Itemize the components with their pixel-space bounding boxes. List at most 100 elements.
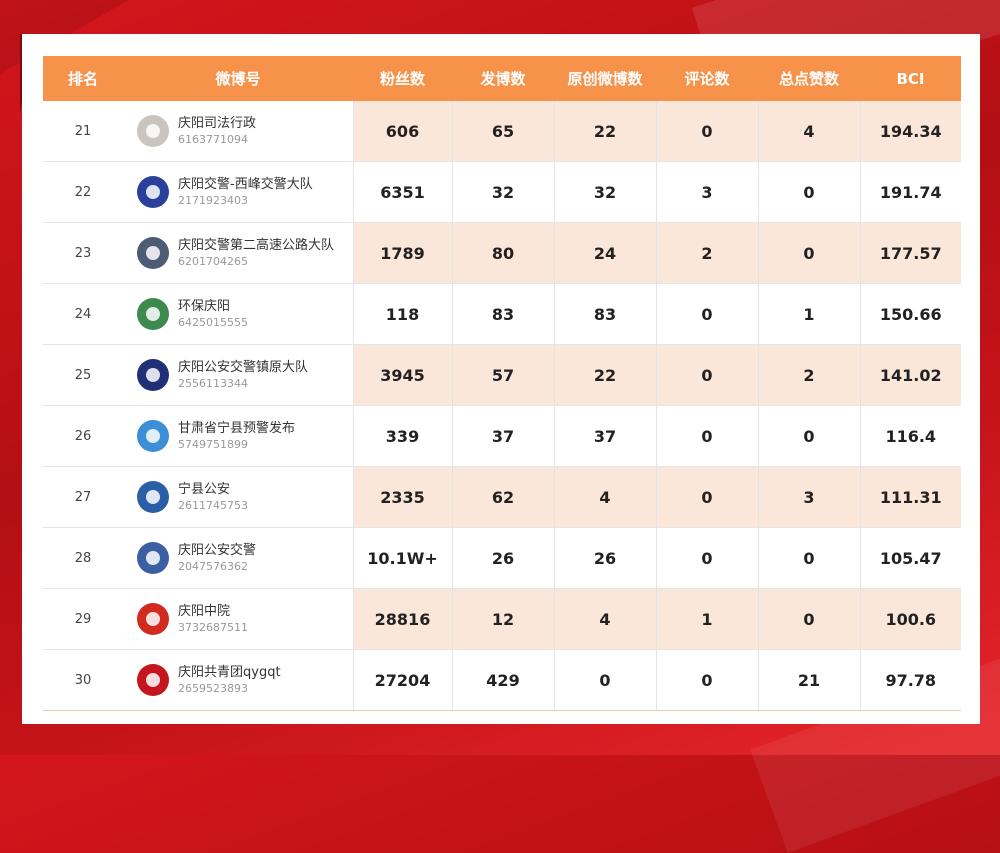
likes-cell: 2 <box>757 344 860 406</box>
rank-cell: 30 <box>43 649 123 711</box>
fans-cell: 2335 <box>352 466 452 528</box>
posts-cell: 80 <box>451 222 554 284</box>
account-info: 环保庆阳 6425015555 <box>123 298 353 331</box>
account-cell: 庆阳交警-西峰交警大队 2171923403 <box>123 161 353 223</box>
account-name[interactable]: 庆阳交警-西峰交警大队 <box>178 176 313 192</box>
likes-cell: 0 <box>757 222 860 284</box>
rank-cell: 27 <box>43 466 123 528</box>
posts-cell: 429 <box>451 649 554 711</box>
table-row: 29 庆阳中院 3732687511 28816 12 4 1 0 100.6 <box>43 588 961 650</box>
account-name[interactable]: 庆阳共青团qygqt <box>178 664 281 680</box>
account-name[interactable]: 庆阳公安交警 <box>178 542 257 558</box>
warning-logo-icon <box>137 420 169 452</box>
account-text: 庆阳交警第二高速公路大队 6201704265 <box>178 237 334 270</box>
bci-cell: 177.57 <box>859 222 961 284</box>
account-info: 庆阳公安交警镇原大队 2556113344 <box>123 359 353 392</box>
rank-cell: 23 <box>43 222 123 284</box>
account-name[interactable]: 庆阳中院 <box>178 603 231 619</box>
fans-cell: 28816 <box>352 588 452 650</box>
account-id: 5749751899 <box>178 437 248 451</box>
likes-cell: 0 <box>757 588 860 650</box>
header-rank: 排名 <box>43 56 123 101</box>
likes-cell: 3 <box>757 466 860 528</box>
bci-cell: 100.6 <box>859 588 961 650</box>
original-cell: 4 <box>553 588 656 650</box>
bci-cell: 150.66 <box>859 283 961 345</box>
account-info: 庆阳交警第二高速公路大队 6201704265 <box>123 237 353 270</box>
police-badge-icon <box>137 176 169 208</box>
likes-cell: 1 <box>757 283 860 345</box>
header-bci: BCI <box>860 56 961 101</box>
account-cell: 庆阳交警第二高速公路大队 6201704265 <box>123 222 353 284</box>
account-name[interactable]: 庆阳公安交警镇原大队 <box>178 359 309 375</box>
original-cell: 24 <box>553 222 656 284</box>
account-info: 庆阳公安交警 2047576362 <box>123 542 353 575</box>
account-cell: 庆阳公安交警镇原大队 2556113344 <box>123 344 353 406</box>
account-name[interactable]: 庆阳司法行政 <box>178 115 257 131</box>
account-cell: 庆阳司法行政 6163771094 <box>123 101 353 162</box>
header-fans: 粉丝数 <box>353 56 452 101</box>
likes-cell: 21 <box>757 649 860 711</box>
original-cell: 0 <box>553 649 656 711</box>
rank-cell: 24 <box>43 283 123 345</box>
likes-cell: 4 <box>757 101 860 162</box>
avatar-emblem <box>146 307 160 321</box>
account-name[interactable]: 甘肃省宁县预警发布 <box>178 420 296 436</box>
table-row: 26 甘肃省宁县预警发布 5749751899 339 37 37 0 0 116.4 <box>43 405 961 467</box>
posts-cell: 57 <box>451 344 554 406</box>
rank-cell: 26 <box>43 405 123 467</box>
header-account: 微博号 <box>123 56 353 101</box>
comments-cell: 0 <box>655 649 758 711</box>
avatar-emblem <box>146 246 160 260</box>
account-cell: 庆阳共青团qygqt 2659523893 <box>123 649 353 711</box>
original-cell: 37 <box>553 405 656 467</box>
fans-cell: 10.1W+ <box>352 527 452 589</box>
account-id: 2047576362 <box>178 559 248 573</box>
account-info: 庆阳司法行政 6163771094 <box>123 115 353 148</box>
comments-cell: 0 <box>655 466 758 528</box>
account-name[interactable]: 庆阳交警第二高速公路大队 <box>178 237 335 253</box>
avatar-emblem <box>146 429 160 443</box>
police-badge-icon <box>137 359 169 391</box>
rank-cell: 22 <box>43 161 123 223</box>
account-info: 庆阳共青团qygqt 2659523893 <box>123 664 353 697</box>
account-info: 庆阳中院 3732687511 <box>123 603 353 636</box>
account-text: 庆阳公安交警镇原大队 2556113344 <box>178 359 308 392</box>
bci-cell: 116.4 <box>859 405 961 467</box>
comments-cell: 0 <box>655 527 758 589</box>
account-cell: 庆阳中院 3732687511 <box>123 588 353 650</box>
posts-cell: 83 <box>451 283 554 345</box>
table-row: 23 庆阳交警第二高速公路大队 6201704265 1789 80 24 2 0 177.57 <box>43 222 961 284</box>
comments-cell: 1 <box>655 588 758 650</box>
original-cell: 83 <box>553 283 656 345</box>
comments-cell: 0 <box>655 101 758 162</box>
account-id: 2611745753 <box>178 498 248 512</box>
account-name[interactable]: 宁县公安 <box>178 481 231 497</box>
account-info: 甘肃省宁县预警发布 5749751899 <box>123 420 353 453</box>
bci-cell: 111.31 <box>859 466 961 528</box>
posts-cell: 32 <box>451 161 554 223</box>
account-id: 6201704265 <box>178 254 248 268</box>
account-text: 庆阳公安交警 2047576362 <box>178 542 256 575</box>
police-cartoon-icon <box>137 237 169 269</box>
account-text: 庆阳中院 3732687511 <box>178 603 248 636</box>
avatar-emblem <box>146 185 160 199</box>
table-row: 24 环保庆阳 6425015555 118 83 83 0 1 150.66 <box>43 283 961 345</box>
original-cell: 32 <box>553 161 656 223</box>
fans-cell: 6351 <box>352 161 452 223</box>
bci-cell: 97.78 <box>859 649 961 711</box>
likes-cell: 0 <box>757 405 860 467</box>
comments-cell: 0 <box>655 405 758 467</box>
posts-cell: 37 <box>451 405 554 467</box>
account-text: 庆阳交警-西峰交警大队 2171923403 <box>178 176 313 209</box>
avatar-emblem <box>146 551 160 565</box>
likes-cell: 0 <box>757 527 860 589</box>
account-text: 庆阳共青团qygqt 2659523893 <box>178 664 281 697</box>
account-cell: 环保庆阳 6425015555 <box>123 283 353 345</box>
youth-league-icon <box>137 664 169 696</box>
account-name[interactable]: 环保庆阳 <box>178 298 231 314</box>
fans-cell: 1789 <box>352 222 452 284</box>
original-cell: 4 <box>553 466 656 528</box>
header-comments: 评论数 <box>656 56 758 101</box>
avatar-emblem <box>146 490 160 504</box>
